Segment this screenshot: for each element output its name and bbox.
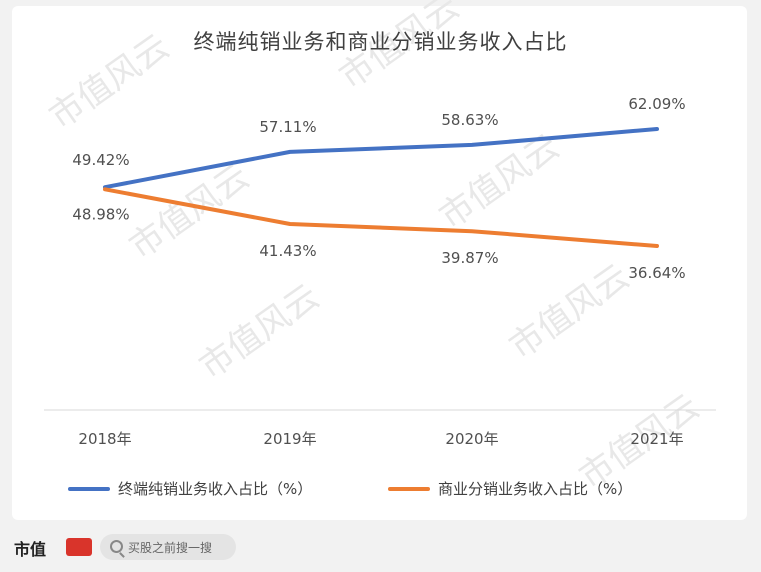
data-label: 62.09%: [628, 95, 685, 113]
data-label: 36.64%: [628, 264, 685, 282]
x-tick-label: 2020年: [445, 430, 498, 448]
search-box[interactable]: 买股之前搜一搜: [100, 534, 236, 560]
x-tick-label: 2021年: [630, 430, 683, 448]
data-label: 58.63%: [441, 111, 498, 129]
chart-card: [12, 6, 747, 520]
legend-item-series-2: 商业分销业务收入占比（%）: [388, 478, 632, 499]
search-placeholder: 买股之前搜一搜: [128, 541, 213, 555]
chart-title: 终端纯销业务和商业分销业务收入占比: [193, 30, 568, 54]
brand-logo-icon: [66, 538, 92, 556]
data-label: 49.42%: [72, 151, 129, 169]
legend: 终端纯销业务收入占比（%） 商业分销业务收入占比（%）: [0, 478, 761, 502]
legend-swatch: [388, 486, 430, 491]
x-tick-label: 2019年: [263, 430, 316, 448]
legend-label: 商业分销业务收入占比（%）: [438, 480, 633, 498]
data-label: 48.98%: [72, 205, 129, 223]
brand-logo-text: 市值: [14, 540, 47, 559]
footer-bar: 市值 买股之前搜一搜: [0, 530, 761, 572]
x-tick-label: 2018年: [78, 430, 131, 448]
legend-swatch: [68, 486, 110, 491]
data-label: 57.11%: [259, 118, 316, 136]
legend-label: 终端纯销业务收入占比（%）: [118, 480, 313, 498]
data-label: 39.87%: [441, 249, 498, 267]
data-label: 41.43%: [259, 242, 316, 260]
series-line-2: [103, 187, 659, 248]
series-line-1: [103, 127, 659, 190]
search-icon: [110, 540, 123, 553]
legend-item-series-1: 终端纯销业务收入占比（%）: [68, 478, 312, 499]
